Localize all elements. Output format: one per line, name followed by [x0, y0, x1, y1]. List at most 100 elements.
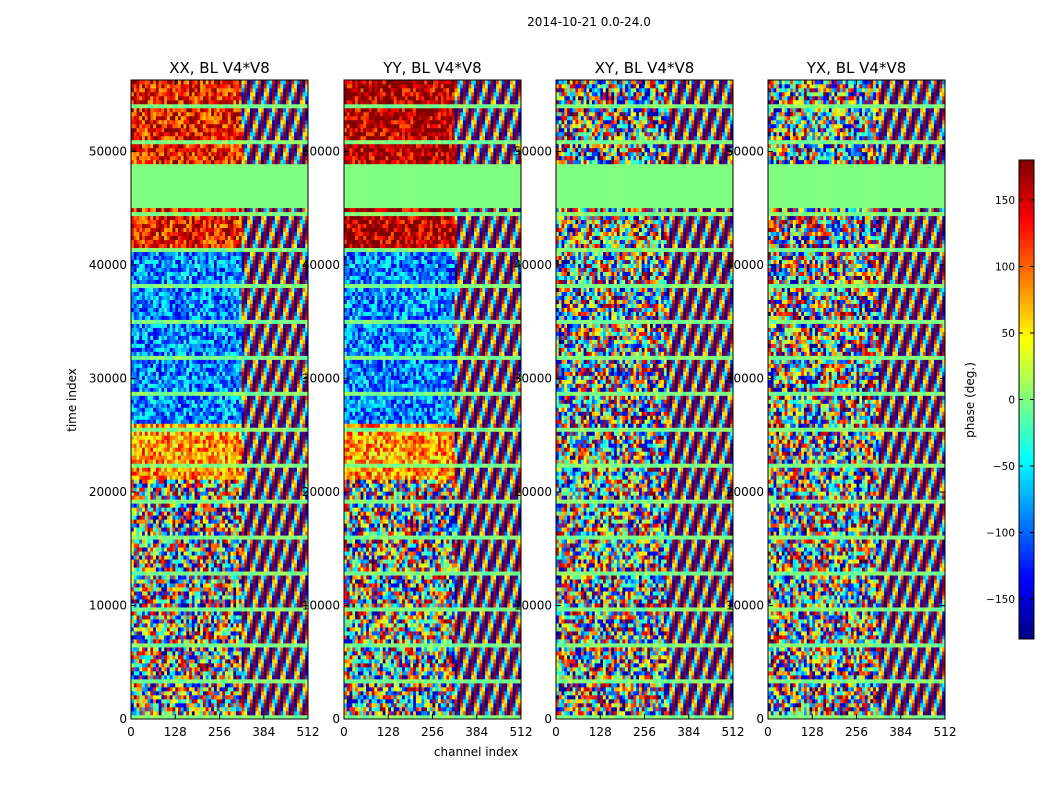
heatmap-cell — [206, 587, 209, 591]
heatmap-cell — [228, 647, 231, 651]
heatmap-cell — [267, 499, 270, 503]
heatmap-cell — [181, 583, 184, 587]
heatmap-cell — [242, 555, 245, 559]
heatmap-cell — [272, 547, 275, 551]
heatmap-cell — [244, 547, 247, 551]
heatmap-cell — [228, 675, 231, 679]
heatmap-cell — [228, 547, 231, 551]
heatmap-cell — [275, 475, 278, 479]
heatmap-cell — [258, 659, 261, 663]
heatmap-cell — [156, 603, 159, 607]
heatmap-cell — [178, 455, 181, 459]
heatmap-cell — [222, 459, 225, 463]
heatmap-cell — [242, 695, 245, 699]
heatmap-cell — [255, 507, 258, 511]
heatmap-cell — [211, 587, 214, 591]
heatmap-cell — [214, 627, 217, 631]
heatmap-cell — [289, 691, 292, 695]
heatmap-cell — [264, 543, 267, 547]
heatmap-cell — [206, 611, 209, 615]
heatmap-cell — [283, 583, 286, 587]
heatmap-cell — [214, 555, 217, 559]
heatmap-cell — [233, 643, 236, 647]
heatmap-cell — [272, 539, 275, 543]
heatmap-cell — [261, 479, 264, 483]
heatmap-cell — [167, 463, 170, 467]
heatmap-cell — [197, 559, 200, 563]
heatmap-cell — [220, 467, 223, 471]
heatmap-cell — [208, 511, 211, 515]
heatmap-cell — [197, 499, 200, 503]
heatmap-cell — [217, 491, 220, 495]
heatmap-cell — [275, 579, 278, 583]
heatmap-cell — [197, 471, 200, 475]
heatmap-cell — [214, 503, 217, 507]
heatmap-cell — [233, 647, 236, 651]
heatmap-cell — [184, 635, 187, 639]
heatmap-cell — [291, 495, 294, 499]
heatmap-cell — [134, 535, 137, 539]
heatmap-cell — [167, 643, 170, 647]
heatmap-cell — [208, 547, 211, 551]
heatmap-cell — [291, 667, 294, 671]
heatmap-cell — [302, 543, 305, 547]
heatmap-cell — [145, 527, 148, 531]
heatmap-cell — [181, 555, 184, 559]
heatmap-cell — [214, 611, 217, 615]
heatmap-cell — [208, 639, 211, 643]
heatmap-cell — [197, 615, 200, 619]
heatmap-cell — [175, 671, 178, 675]
heatmap-cell — [244, 563, 247, 567]
heatmap-cell — [261, 583, 264, 587]
heatmap-cell — [197, 707, 200, 711]
heatmap-cell — [217, 643, 220, 647]
heatmap-cell — [302, 591, 305, 595]
heatmap-cell — [267, 491, 270, 495]
heatmap-cell — [258, 587, 261, 591]
heatmap-cell — [236, 675, 239, 679]
heatmap-cell — [200, 599, 203, 603]
heatmap-cell — [186, 675, 189, 679]
heatmap-cell — [297, 655, 300, 659]
heatmap-cell — [275, 615, 278, 619]
heatmap-cell — [247, 471, 250, 475]
heatmap-cell — [250, 495, 253, 499]
heatmap-cell — [211, 471, 214, 475]
heatmap-cell — [181, 591, 184, 595]
heatmap-cell — [267, 699, 270, 703]
heatmap-cell — [164, 515, 167, 519]
heatmap-cell — [269, 467, 272, 471]
heatmap-cell — [164, 483, 167, 487]
heatmap-cell — [142, 563, 145, 567]
heatmap-cell — [258, 567, 261, 571]
heatmap-cell — [272, 635, 275, 639]
heatmap-cell — [206, 555, 209, 559]
heatmap-cell — [302, 659, 305, 663]
heatmap-cell — [239, 659, 242, 663]
heatmap-cell — [242, 639, 245, 643]
heatmap-cell — [161, 455, 164, 459]
heatmap-cell — [253, 503, 256, 507]
heatmap-cell — [217, 531, 220, 535]
heatmap-cell — [189, 623, 192, 627]
heatmap-cell — [159, 567, 162, 571]
heatmap-cell — [272, 483, 275, 487]
heatmap-cell — [161, 627, 164, 631]
heatmap-cell — [197, 583, 200, 587]
heatmap-cell — [186, 567, 189, 571]
heatmap-cell — [253, 643, 256, 647]
heatmap-cell — [189, 491, 192, 495]
heatmap-cell — [242, 535, 245, 539]
heatmap-cell — [250, 659, 253, 663]
heatmap-cell — [139, 459, 142, 463]
heatmap-cell — [197, 639, 200, 643]
heatmap-cell — [197, 659, 200, 663]
heatmap-cell — [236, 519, 239, 523]
heatmap-cell — [170, 667, 173, 671]
heatmap-cell — [175, 567, 178, 571]
heatmap-cell — [225, 667, 228, 671]
heatmap-cell — [172, 535, 175, 539]
heatmap-cell — [148, 587, 151, 591]
heatmap-cell — [250, 695, 253, 699]
heatmap-cell — [275, 539, 278, 543]
